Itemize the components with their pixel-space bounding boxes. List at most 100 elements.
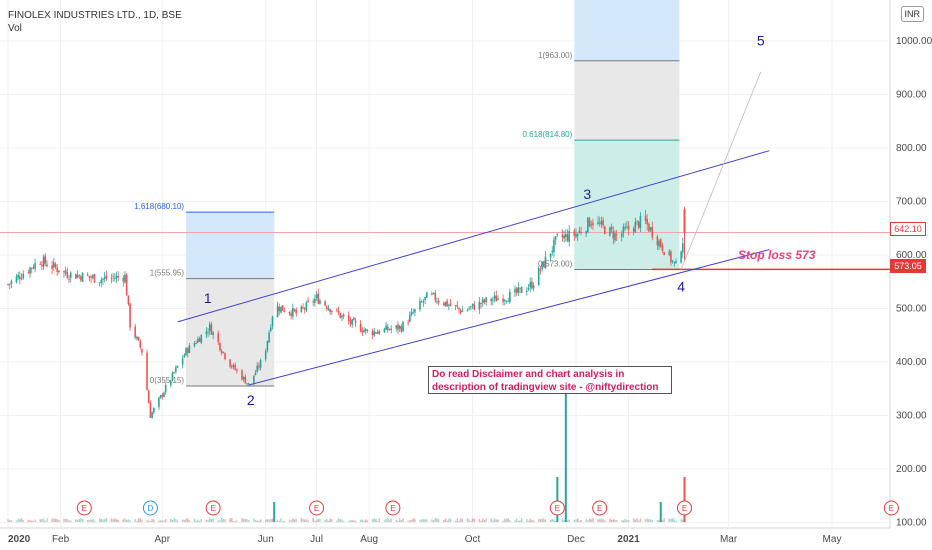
- candle-body: [359, 323, 362, 332]
- volume-bar: [124, 518, 126, 522]
- volume-bar: [76, 519, 79, 522]
- candle-body: [627, 226, 630, 230]
- volume-bar: [426, 519, 428, 522]
- candle-body: [554, 236, 557, 240]
- volume-bar: [604, 520, 606, 522]
- candle-body: [112, 276, 114, 278]
- candle-body: [247, 382, 250, 384]
- candle-body: [283, 310, 286, 312]
- volume-bar: [112, 519, 114, 522]
- volume-bar: [414, 519, 416, 522]
- volume-bar: [458, 520, 460, 522]
- candle-body: [42, 256, 45, 267]
- volume-bar: [354, 520, 357, 522]
- candle-body: [76, 274, 79, 278]
- volume-bar: [88, 519, 91, 522]
- volume-bar: [242, 518, 245, 522]
- candle-body: [98, 282, 101, 284]
- volume-bar: [521, 518, 523, 522]
- volume-bar: [183, 519, 186, 522]
- volume-bar: [507, 518, 509, 522]
- volume-bar: [478, 518, 481, 522]
- volume-bar: [437, 519, 440, 522]
- volume-bar: [541, 518, 543, 522]
- candle-body: [568, 230, 571, 242]
- volume-bar: [505, 518, 508, 522]
- candle-body: [51, 265, 53, 269]
- volume-bar: [551, 519, 553, 522]
- candle-body: [407, 322, 409, 324]
- volume-bar: [353, 520, 355, 522]
- wave-label-2: 2: [247, 392, 255, 408]
- candle-body: [563, 235, 565, 239]
- candle-body: [136, 337, 138, 339]
- volume-bar: [288, 519, 291, 522]
- candle-body: [446, 300, 448, 307]
- y-tick-label: 800.00: [896, 143, 927, 154]
- candle-body: [373, 331, 376, 336]
- volume-bar: [624, 518, 626, 522]
- volume-bar: [648, 519, 650, 522]
- candle-body: [592, 222, 594, 226]
- volume-bar: [670, 518, 672, 522]
- volume-bar: [561, 518, 564, 522]
- candle-body: [103, 276, 106, 279]
- volume-bar: [337, 518, 340, 522]
- volume-bar: [20, 518, 23, 522]
- volume-bar: [265, 519, 267, 522]
- candle-body: [200, 334, 203, 343]
- volume-bar: [590, 519, 592, 522]
- candle-body: [39, 263, 42, 265]
- volume-bar: [461, 518, 464, 522]
- volume-bar: [387, 518, 389, 522]
- volume-bar: [402, 518, 404, 522]
- candle-body: [269, 327, 272, 331]
- volume-bar: [220, 518, 223, 522]
- candle-body: [10, 280, 13, 285]
- earnings-marker: E: [309, 500, 325, 516]
- volume-bar: [305, 519, 308, 522]
- volume-bar: [317, 519, 319, 522]
- volume-bar: [46, 518, 48, 522]
- marker-letter: E: [682, 504, 687, 513]
- volume-bar: [407, 520, 409, 522]
- y-tick-label: 700.00: [896, 197, 927, 208]
- candle-body: [271, 316, 274, 327]
- fib-zone-blue: [574, 0, 680, 61]
- volume-bar: [212, 518, 214, 522]
- candle-body: [231, 366, 233, 368]
- marker-letter: E: [210, 504, 215, 513]
- candle-body: [602, 220, 604, 226]
- candle-body: [325, 306, 328, 309]
- candle-body: [473, 304, 476, 310]
- candle-body: [675, 261, 677, 264]
- candle-body: [658, 240, 660, 247]
- earnings-marker: E: [385, 500, 401, 516]
- volume-bar: [193, 518, 196, 522]
- candle-body: [503, 300, 506, 301]
- stop-price-tag: 573.05: [890, 259, 926, 273]
- x-tick-label: 2020: [8, 534, 31, 545]
- volume-bar: [509, 520, 511, 522]
- wave-label-1: 1: [204, 290, 212, 306]
- candle-body: [185, 348, 187, 356]
- volume-bar: [575, 519, 577, 522]
- volume-bar: [276, 519, 279, 522]
- volume-bar: [127, 519, 130, 522]
- candle-body: [456, 305, 459, 308]
- candle-body: [492, 299, 494, 301]
- candle-body: [449, 303, 452, 306]
- currency-button[interactable]: INR: [900, 6, 924, 22]
- candle-body: [424, 296, 426, 300]
- volume-bar: [315, 520, 318, 522]
- candle-body: [125, 274, 128, 296]
- volume-bar: [210, 519, 213, 522]
- x-tick-label: Feb: [52, 534, 70, 545]
- candle-body: [341, 315, 343, 318]
- volume-bar: [34, 519, 36, 522]
- candle-body: [75, 274, 77, 279]
- volume-bar: [495, 519, 497, 522]
- candle-body: [20, 278, 23, 280]
- volume-bar: [258, 520, 260, 522]
